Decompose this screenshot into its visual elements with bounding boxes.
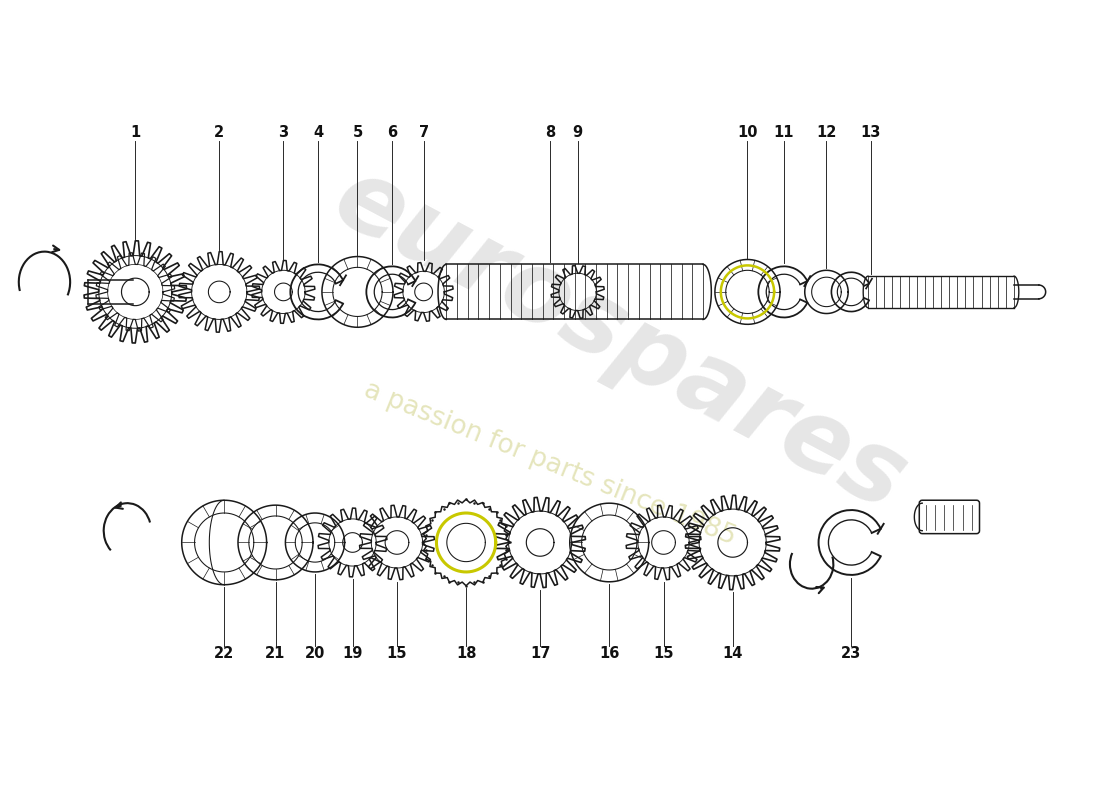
Text: 5: 5	[352, 126, 363, 140]
Text: 6: 6	[387, 126, 397, 140]
Text: 3: 3	[278, 126, 288, 140]
Text: 18: 18	[455, 646, 476, 661]
Text: 12: 12	[816, 126, 837, 140]
Text: 16: 16	[600, 646, 619, 661]
Text: 22: 22	[214, 646, 234, 661]
Text: 21: 21	[265, 646, 286, 661]
Text: 20: 20	[305, 646, 326, 661]
Text: 9: 9	[573, 126, 583, 140]
Text: 17: 17	[530, 646, 550, 661]
Text: 4: 4	[312, 126, 323, 140]
Text: 23: 23	[842, 646, 861, 661]
Text: 14: 14	[723, 646, 743, 661]
Text: 7: 7	[419, 126, 429, 140]
Text: 10: 10	[737, 126, 758, 140]
FancyBboxPatch shape	[920, 500, 979, 534]
Text: 13: 13	[860, 126, 881, 140]
Text: 11: 11	[773, 126, 794, 140]
Text: 15: 15	[653, 646, 674, 661]
Text: 2: 2	[214, 126, 224, 140]
Text: 1: 1	[130, 126, 141, 140]
Text: 19: 19	[342, 646, 363, 661]
Text: 15: 15	[387, 646, 407, 661]
Text: eurospares: eurospares	[317, 150, 921, 532]
Text: 8: 8	[544, 126, 556, 140]
Text: a passion for parts since 1985: a passion for parts since 1985	[360, 377, 740, 550]
